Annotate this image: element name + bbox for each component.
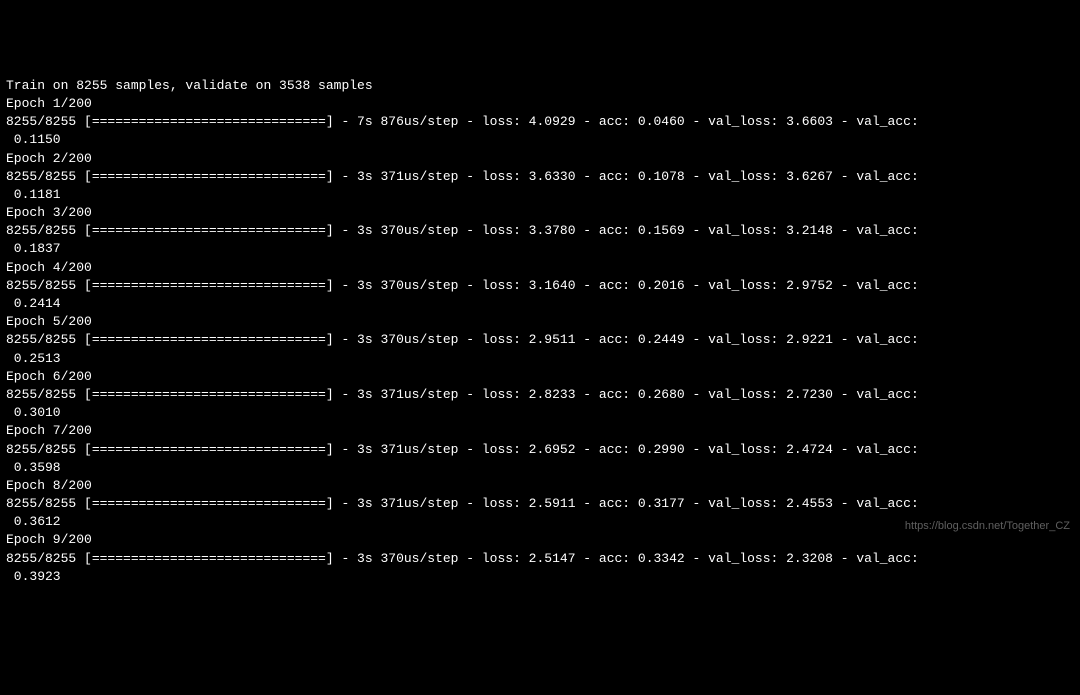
terminal-output: Train on 8255 samples, validate on 3538 … <box>6 77 1074 586</box>
watermark-text: https://blog.csdn.net/Together_CZ <box>905 519 1070 534</box>
